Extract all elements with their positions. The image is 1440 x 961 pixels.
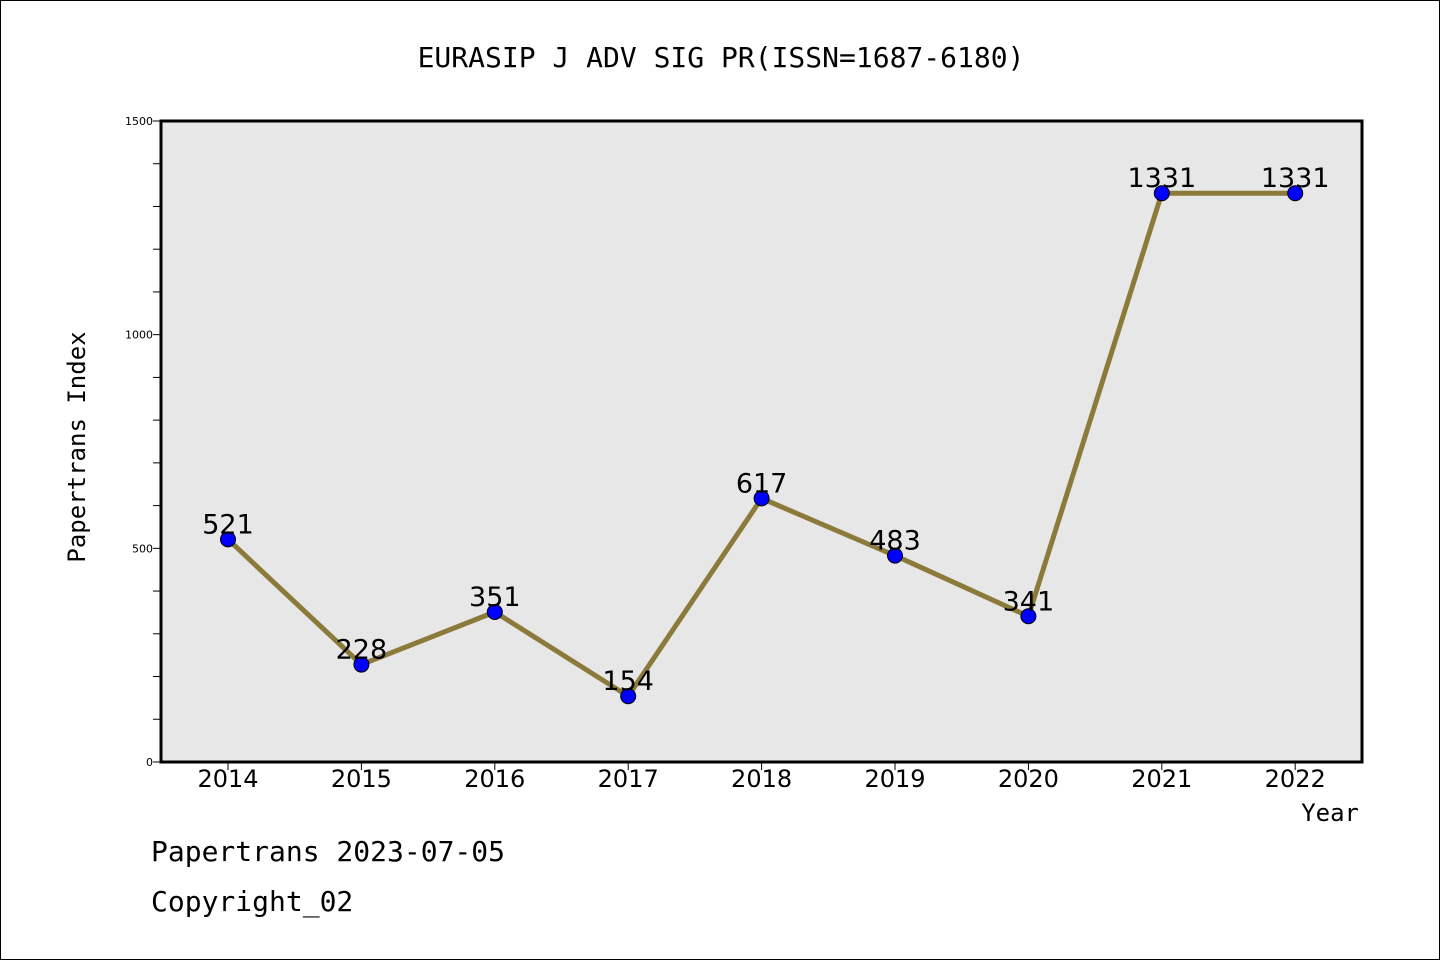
data-point (220, 531, 236, 548)
x-tick-label: 2020 (998, 765, 1059, 793)
y-tick-label: 1500 (125, 115, 153, 128)
data-point (1287, 185, 1304, 202)
labels-layer: 521 228 351 154 617 483 341 1331 1331 (202, 163, 1329, 697)
data-point (620, 688, 637, 705)
x-tick-label: 2021 (1131, 765, 1192, 793)
data-label: 351 (469, 582, 521, 613)
footer-source: Papertrans 2023-07-05 (151, 835, 506, 868)
data-point (353, 656, 370, 673)
x-tick-label: 2017 (598, 765, 659, 793)
data-label: 521 (202, 509, 254, 540)
plot-area (159, 119, 1364, 764)
data-label: 483 (869, 526, 921, 557)
data-point (486, 604, 503, 621)
data-point (753, 490, 770, 507)
x-tick-label: 2018 (731, 765, 792, 793)
y-axis-label: Papertrans Index (63, 331, 91, 562)
data-label: 617 (736, 468, 788, 499)
data-label: 1331 (1261, 163, 1330, 194)
series-layer (220, 185, 1304, 705)
data-point (1020, 608, 1037, 625)
x-tick-label: 2022 (1265, 765, 1326, 793)
y-tick-label: 0 (146, 756, 153, 769)
x-tick-label: 2014 (197, 765, 258, 793)
chart-title: EURASIP J ADV SIG PR(ISSN=1687-6180) (418, 41, 1025, 74)
y-tick-label: 500 (132, 542, 153, 555)
data-point (1153, 185, 1170, 202)
footer-copyright: Copyright_02 (151, 885, 354, 918)
x-tick-label: 2016 (464, 765, 525, 793)
data-label: 154 (602, 666, 654, 697)
y-tick-label: 1000 (125, 329, 153, 342)
ticks-layer: 0 500 1000 1500 2014 2015 2016 2017 2018 2019 2020… (125, 115, 1326, 793)
data-label: 341 (1003, 586, 1055, 617)
data-point (887, 547, 903, 564)
x-tick-label: 2019 (864, 765, 925, 793)
x-tick-label: 2015 (331, 765, 392, 793)
data-label: 228 (336, 635, 388, 666)
x-axis-label: Year (1301, 799, 1359, 827)
data-label: 1331 (1127, 163, 1196, 194)
